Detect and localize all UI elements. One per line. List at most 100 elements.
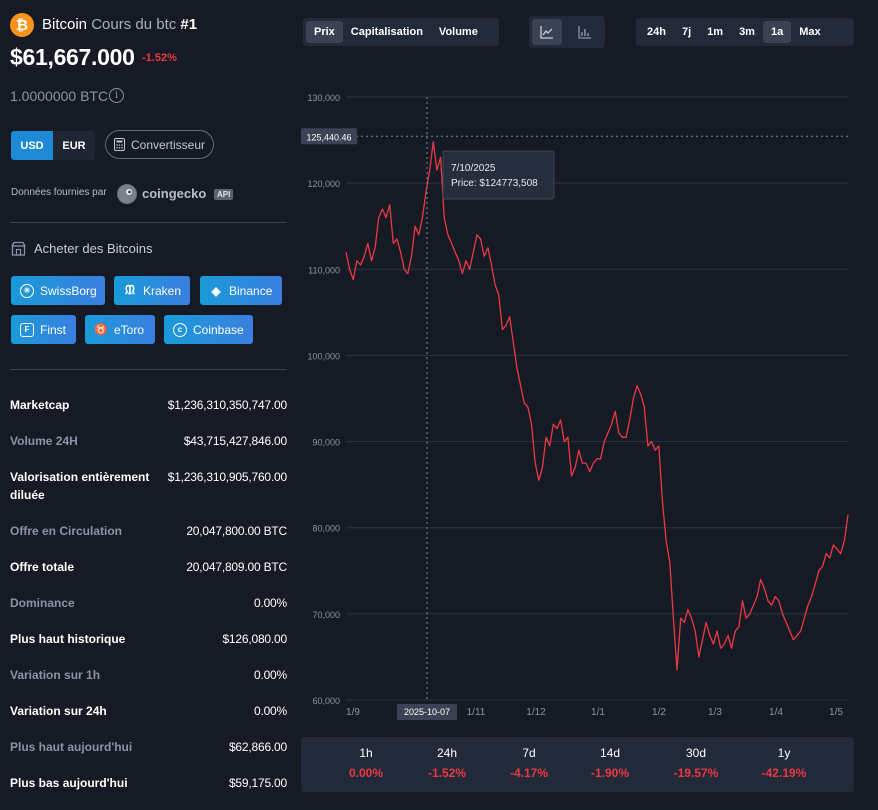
summary-1h: 1h 0.00% — [326, 737, 406, 780]
stat-row-dominance: Dominance 0.00% — [10, 594, 287, 612]
currency-toggle: USD EUR — [11, 131, 95, 160]
x-tick-label: 1/4 — [769, 707, 783, 718]
summary-7d: 7d -4.17% — [489, 737, 569, 780]
stat-row-fdv: Valorisation entièrement diluée $1,236,3… — [10, 468, 287, 504]
tab-1m[interactable]: 1m — [707, 26, 724, 38]
stat-row-volume: Volume 24H $43,715,427,846.00 — [10, 432, 287, 450]
y-tick-label: 100,000 — [307, 351, 340, 361]
stat-value: $43,715,427,846.00 — [183, 434, 287, 448]
stat-label: Offre totale — [10, 560, 75, 574]
y-tick-label: 120,000 — [307, 179, 340, 189]
x-tick-label: 1/9 — [346, 707, 360, 718]
stat-value: 0.00% — [253, 596, 287, 610]
crosshair-x-label-bg — [397, 704, 457, 720]
swissborg-icon: ✳ — [20, 283, 34, 298]
tab-24h[interactable]: 24h — [647, 26, 666, 38]
summary-value: 0.00% — [348, 766, 384, 780]
crosshair-x-label: 2025-10-07 — [404, 707, 450, 717]
y-tick-label: 90,000 — [312, 438, 340, 448]
stat-row-change-1h: Variation sur 1h 0.00% — [10, 666, 287, 684]
crosshair-y-label-bg — [301, 128, 357, 145]
price-change: -1.52% — [142, 52, 177, 64]
stat-value: 20,047,800.00 BTC — [186, 524, 287, 538]
x-tick-label: 1/1 — [591, 707, 605, 718]
usd-button[interactable]: USD — [11, 131, 53, 160]
tooltip-price: Price: $124773,508 — [451, 178, 538, 189]
kraken-icon: ᙢ — [125, 283, 135, 297]
stat-row-change-24h: Variation sur 24h 0.00% — [10, 702, 287, 720]
tab-prix[interactable]: Prix — [306, 21, 343, 43]
tab-capitalisation[interactable]: Capitalisation — [350, 26, 423, 38]
summary-value: -1.90% — [590, 766, 630, 780]
eur-button[interactable]: EUR — [53, 131, 95, 160]
exchange-label: SwissBorg — [40, 283, 97, 298]
stat-label: Valorisation entièrement — [10, 470, 150, 484]
metric-tabs: Prix Capitalisation Volume — [303, 18, 499, 46]
y-tick-label: 60,000 — [312, 696, 340, 706]
change-summary: 1h 0.00% 24h -1.52% 7d -4.17% 14d -1.90%… — [301, 737, 854, 792]
stat-value: $59,175.00 — [228, 776, 287, 790]
stat-row-ath: Plus haut historique $126,080.00 — [10, 630, 287, 648]
summary-label: 1y — [777, 746, 791, 760]
summary-label: 30d — [685, 746, 707, 760]
exchange-button-coinbase[interactable]: c Coinbase — [164, 315, 253, 344]
exchange-button-swissborg[interactable]: ✳ SwissBorg — [11, 276, 105, 305]
summary-label: 14d — [599, 746, 621, 760]
exchange-button-etoro[interactable]: ♉ eToro — [85, 315, 155, 344]
store-icon — [11, 241, 26, 256]
api-badge: API — [214, 189, 234, 200]
tooltip-box — [442, 150, 555, 200]
stat-label: Plus haut historique — [10, 632, 126, 646]
stat-row-high-today: Plus haut aujourd'hui $62,866.00 — [10, 738, 287, 756]
price-line — [345, 141, 849, 671]
summary-24h: 24h -1.52% — [407, 737, 487, 780]
tab-3m[interactable]: 3m — [739, 26, 755, 38]
coingecko-name[interactable]: coingecko — [142, 186, 207, 201]
stat-label: Plus haut aujourd'hui — [10, 740, 133, 754]
line-chart-button[interactable] — [532, 19, 562, 45]
line-chart-icon — [540, 25, 553, 39]
exchange-label: Finst — [40, 322, 67, 337]
exchange-label: eToro — [114, 322, 145, 337]
summary-value: -4.17% — [509, 766, 549, 780]
finst-icon: F — [20, 322, 34, 337]
coin-rank: #1 — [180, 16, 198, 33]
x-tick-label: 1/12 — [526, 707, 546, 718]
buy-label: Acheter des Bitcoins — [34, 241, 153, 256]
tab-max[interactable]: Max — [799, 26, 821, 38]
stat-label: Variation sur 1h — [10, 668, 101, 682]
exchange-button-binance[interactable]: ◈ Binance — [200, 276, 282, 305]
stat-value: 20,047,809.00 BTC — [186, 560, 287, 574]
tab-7j[interactable]: 7j — [681, 26, 692, 38]
range-tabs: 24h 7j 1m 3m 1a Max — [636, 18, 854, 46]
stat-value: $1,236,310,350,747.00 — [167, 398, 287, 412]
bitcoin-logo-icon: ₿ — [10, 13, 34, 37]
coingecko-logo-icon — [117, 184, 137, 204]
price-chart[interactable]: 60,000 70,000 80,000 90,000 100,000 110,000 12… — [296, 86, 856, 726]
bar-chart-icon — [578, 25, 591, 39]
x-tick-label: 1/5 — [829, 707, 843, 718]
converter-button[interactable]: Convertisseur — [105, 130, 214, 159]
exchange-label: Kraken — [143, 283, 182, 298]
calculator-icon — [113, 138, 125, 151]
converter-label: Convertisseur — [130, 137, 206, 152]
tab-volume[interactable]: Volume — [438, 26, 478, 38]
coin-name: Bitcoin — [42, 16, 88, 33]
exchange-button-kraken[interactable]: ᙢ Kraken — [114, 276, 190, 305]
stat-row-marketcap: Marketcap $1,236,310,350,747.00 — [10, 396, 287, 414]
y-tick-label: 130,000 — [307, 93, 340, 103]
stat-label: Volume 24H — [10, 434, 78, 448]
bar-chart-button[interactable] — [570, 19, 600, 45]
exchange-label: Coinbase — [193, 322, 244, 337]
exchange-label: Binance — [229, 283, 273, 298]
tab-1a[interactable]: 1a — [762, 21, 792, 43]
y-tick-label: 110,000 — [308, 265, 340, 275]
stat-value: $126,080.00 — [222, 632, 287, 646]
exchange-button-finst[interactable]: F Finst — [11, 315, 76, 344]
summary-value: -1.52% — [427, 766, 467, 780]
summary-label: 1h — [359, 746, 373, 760]
info-icon[interactable]: i — [109, 88, 124, 103]
divider — [10, 222, 287, 223]
stat-row-total-supply: Offre totale 20,047,809.00 BTC — [10, 558, 287, 576]
summary-1y: 1y -42.19% — [744, 737, 824, 780]
